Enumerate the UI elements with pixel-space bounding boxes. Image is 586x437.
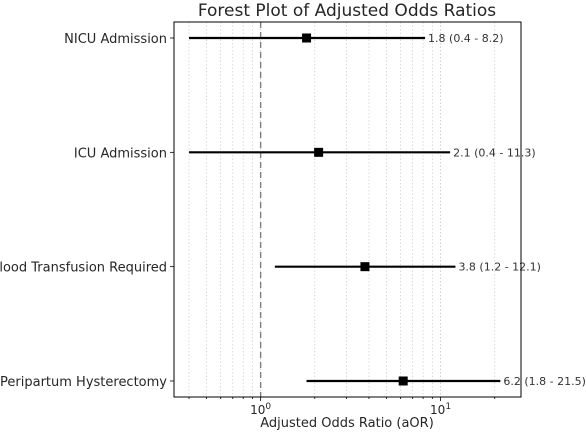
x-tick-label: 101 bbox=[430, 402, 451, 417]
plot-frame bbox=[173, 21, 522, 398]
grid bbox=[188, 22, 496, 397]
forest-row: 3.8 (1.2 - 12.1) Blood Transfusion Requir… bbox=[0, 261, 541, 276]
x-ticks: 100 101 bbox=[188, 397, 496, 417]
ci-annotation: 1.8 (0.4 - 8.2) bbox=[428, 32, 504, 45]
forest-row: 6.2 (1.8 - 21.5) Peripartum Hysterectomy bbox=[0, 375, 586, 390]
odds-ratio-marker bbox=[398, 376, 408, 386]
category-label: Blood Transfusion Required bbox=[0, 261, 167, 276]
x-axis-label: Adjusted Odds Ratio (aOR) bbox=[260, 416, 434, 431]
ci-annotation: 3.8 (1.2 - 12.1) bbox=[458, 261, 541, 274]
forest-row: 1.8 (0.4 - 8.2) NICU Admission bbox=[64, 32, 503, 47]
chart-title: Forest Plot of Adjusted Odds Ratios bbox=[198, 1, 496, 21]
odds-ratio-marker bbox=[302, 33, 312, 43]
x-tick-exponent: 1 bbox=[445, 402, 451, 412]
category-label: NICU Admission bbox=[64, 32, 167, 47]
x-tick-label: 100 bbox=[250, 402, 271, 417]
odds-ratio-marker bbox=[314, 147, 324, 157]
odds-ratio-marker bbox=[360, 262, 370, 272]
x-tick-exponent: 0 bbox=[265, 402, 271, 412]
category-label: ICU Admission bbox=[74, 146, 167, 161]
ci-annotation: 2.1 (0.4 - 11.3) bbox=[453, 146, 536, 159]
forest-row: 2.1 (0.4 - 11.3) ICU Admission bbox=[74, 146, 536, 161]
ci-annotation: 6.2 (1.8 - 21.5) bbox=[503, 375, 586, 388]
x-tick-base: 10 bbox=[430, 403, 445, 417]
rows: 1.8 (0.4 - 8.2) NICU Admission 2.1 (0.4 - … bbox=[0, 32, 586, 390]
axes bbox=[173, 21, 522, 398]
x-tick-base: 10 bbox=[250, 403, 265, 417]
category-label: Peripartum Hysterectomy bbox=[0, 375, 167, 390]
